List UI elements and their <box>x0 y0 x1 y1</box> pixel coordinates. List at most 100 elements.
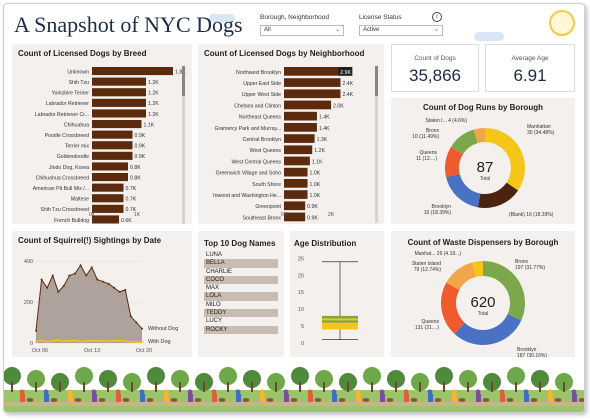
tree-trunk <box>443 382 445 392</box>
bar <box>92 88 146 97</box>
data-point <box>141 341 143 344</box>
slice-label: Manhattan <box>527 124 551 130</box>
data-label: 0.6K <box>121 218 132 224</box>
person-figure <box>355 389 361 395</box>
data-label: 1.3K <box>317 137 328 143</box>
y-tick-label: 200 <box>24 300 33 306</box>
person-figure <box>163 389 169 395</box>
bar <box>92 194 124 203</box>
category-label: South Shore <box>252 182 281 188</box>
breed-chart-title: Count of Licensed Dogs by Breed <box>18 49 147 58</box>
donut-total-value: 620 <box>470 294 495 311</box>
scrollbar-track <box>182 66 185 224</box>
y-tick-label: 0 <box>301 341 304 347</box>
category-label: Shih Tzu <box>69 80 89 86</box>
dog-figure <box>554 398 562 402</box>
series-label-without-dog: Without Dog <box>148 326 178 332</box>
category-label: Poodle Crossbreed <box>45 133 90 139</box>
person-body <box>452 394 457 402</box>
data-label: 0.7K <box>126 197 137 203</box>
data-point <box>101 339 104 342</box>
donut-total-label: Total <box>478 311 489 317</box>
data-label: 2.4K <box>342 92 353 98</box>
data-label: 1.2K <box>148 112 159 118</box>
data-label: 1.0K <box>310 171 321 177</box>
borough-filter-select[interactable]: All ⌄ <box>260 25 344 36</box>
tree-crown <box>171 370 189 388</box>
data-label: 2.9K <box>340 70 351 76</box>
data-label: 0.9K <box>135 144 146 150</box>
slice-label: (Blank) 16 (18.39%) <box>509 212 554 218</box>
data-point <box>74 272 77 275</box>
person-body <box>140 394 145 402</box>
data-point <box>57 290 60 293</box>
tree-trunk <box>563 382 565 392</box>
donut-slice <box>446 262 476 290</box>
tree-crown <box>531 370 549 388</box>
squirrel-panel: Count of Squirrel(!) Sightings by Date 0… <box>12 231 192 357</box>
bar <box>92 215 119 224</box>
tree-trunk <box>347 382 349 392</box>
filter-label-license: License Status <box>359 14 402 21</box>
tree-crown <box>4 367 21 385</box>
tree-crown <box>147 367 165 385</box>
tree-crown <box>459 370 477 388</box>
person-body <box>20 394 25 402</box>
bar <box>92 67 173 76</box>
tree-crown <box>315 370 333 388</box>
info-icon[interactable]: i <box>432 12 442 22</box>
person-figure <box>379 389 385 395</box>
dog-figure <box>98 398 106 402</box>
dog-figure <box>314 398 322 402</box>
waste-chart-title: Count of Waste Dispensers by Borough <box>407 238 559 247</box>
breed-panel: Count of Licensed Dogs by Breed Unknown 1… <box>12 44 192 224</box>
slice-label: Staten I... 4 (4.6%) <box>425 118 467 124</box>
person-figure <box>235 389 241 395</box>
slice-label: 30 (34.48%) <box>527 130 555 136</box>
dog-names-panel: Top 10 Dog Names LUNA BELLA CHARLIE COCO… <box>198 231 284 357</box>
neighborhood-bar-chart: Northwest Brooklyn 2.9K Upper East Side 2.4… <box>213 66 378 223</box>
data-label: 0.7K <box>126 207 137 213</box>
category-label: Northeast Queens <box>239 115 282 121</box>
category-label: Greenwich Village and Soho <box>216 171 281 177</box>
dog-figure <box>146 398 154 402</box>
data-point <box>68 274 71 277</box>
license-filter-select[interactable]: Active ⌄ <box>359 25 443 36</box>
tree-crown <box>27 370 45 388</box>
data-label: 1.8K <box>175 69 186 75</box>
data-label: 0.9K <box>135 154 146 160</box>
slice-label: Bronx <box>426 128 440 134</box>
donut-slice <box>445 146 463 178</box>
person-body <box>524 394 529 402</box>
category-label: Labrador Retriever Cr... <box>35 112 89 118</box>
bar <box>284 100 332 110</box>
tree-trunk <box>467 382 469 392</box>
person-body <box>380 394 385 402</box>
y-tick-label: 20 <box>298 273 304 279</box>
donut-slice <box>473 128 485 144</box>
person-figure <box>331 389 337 395</box>
donut-slice <box>454 314 522 345</box>
category-label: Northwest Brooklyn <box>236 70 281 76</box>
list-item: LUCY <box>206 318 223 325</box>
person-figure <box>547 389 553 395</box>
data-label: 1.1K <box>144 122 155 128</box>
dog-figure <box>530 398 538 402</box>
tree-crown <box>75 367 93 385</box>
bar <box>92 173 128 182</box>
tree-trunk <box>179 382 181 392</box>
y-tick-label: 400 <box>24 259 33 265</box>
dog-runs-chart-title: Count of Dog Runs by Borough <box>423 103 543 112</box>
category-label: Southeast Bronx <box>243 215 282 221</box>
filter-label-borough: Borough, Neighborhood <box>260 14 330 21</box>
person-figure <box>283 389 289 395</box>
x-tick-label: Oct 06 <box>32 348 48 354</box>
data-point <box>85 274 88 277</box>
slice-label: 197 (31.77%) <box>515 265 545 271</box>
data-point <box>118 290 121 293</box>
data-label: 0.8K <box>130 175 141 181</box>
age-box-plot: 0 5 10 15 20 25 <box>298 256 358 347</box>
data-point <box>90 266 93 269</box>
donut-slice <box>446 174 481 208</box>
list-item: CHARLIE <box>206 268 233 275</box>
